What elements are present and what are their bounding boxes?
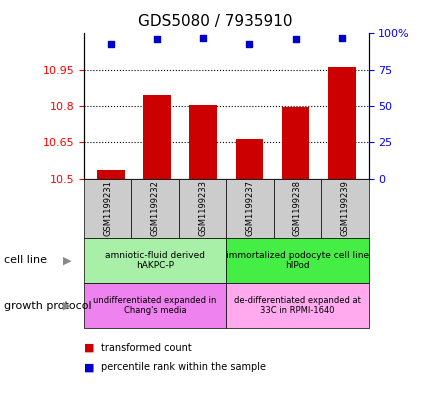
Point bbox=[199, 35, 206, 41]
Bar bbox=[189, 105, 217, 179]
Text: ▶: ▶ bbox=[62, 255, 71, 265]
Point bbox=[338, 35, 344, 41]
Text: ▶: ▶ bbox=[62, 301, 71, 310]
Text: transformed count: transformed count bbox=[101, 343, 192, 353]
Point bbox=[107, 40, 114, 47]
Text: GSM1199232: GSM1199232 bbox=[150, 180, 159, 236]
Text: de-differentiated expanded at
33C in RPMI-1640: de-differentiated expanded at 33C in RPM… bbox=[233, 296, 360, 315]
Text: GDS5080 / 7935910: GDS5080 / 7935910 bbox=[138, 14, 292, 29]
Text: percentile rank within the sample: percentile rank within the sample bbox=[101, 362, 266, 373]
Bar bbox=[235, 139, 263, 179]
Text: growth protocol: growth protocol bbox=[4, 301, 92, 310]
Bar bbox=[97, 170, 124, 179]
Text: GSM1199231: GSM1199231 bbox=[103, 180, 112, 236]
Bar bbox=[281, 107, 309, 179]
Point bbox=[153, 36, 160, 42]
Bar bbox=[143, 95, 170, 179]
Text: amniotic-fluid derived
hAKPC-P: amniotic-fluid derived hAKPC-P bbox=[105, 251, 205, 270]
Text: undifferentiated expanded in
Chang's media: undifferentiated expanded in Chang's med… bbox=[93, 296, 216, 315]
Text: GSM1199237: GSM1199237 bbox=[245, 180, 254, 236]
Text: ■: ■ bbox=[84, 343, 94, 353]
Point bbox=[292, 36, 298, 42]
Bar bbox=[327, 67, 355, 179]
Text: GSM1199238: GSM1199238 bbox=[292, 180, 301, 236]
Point bbox=[246, 40, 252, 47]
Text: cell line: cell line bbox=[4, 255, 47, 265]
Text: GSM1199239: GSM1199239 bbox=[340, 180, 348, 236]
Text: GSM1199233: GSM1199233 bbox=[198, 180, 206, 236]
Text: immortalized podocyte cell line
hIPod: immortalized podocyte cell line hIPod bbox=[225, 251, 368, 270]
Text: ■: ■ bbox=[84, 362, 94, 373]
